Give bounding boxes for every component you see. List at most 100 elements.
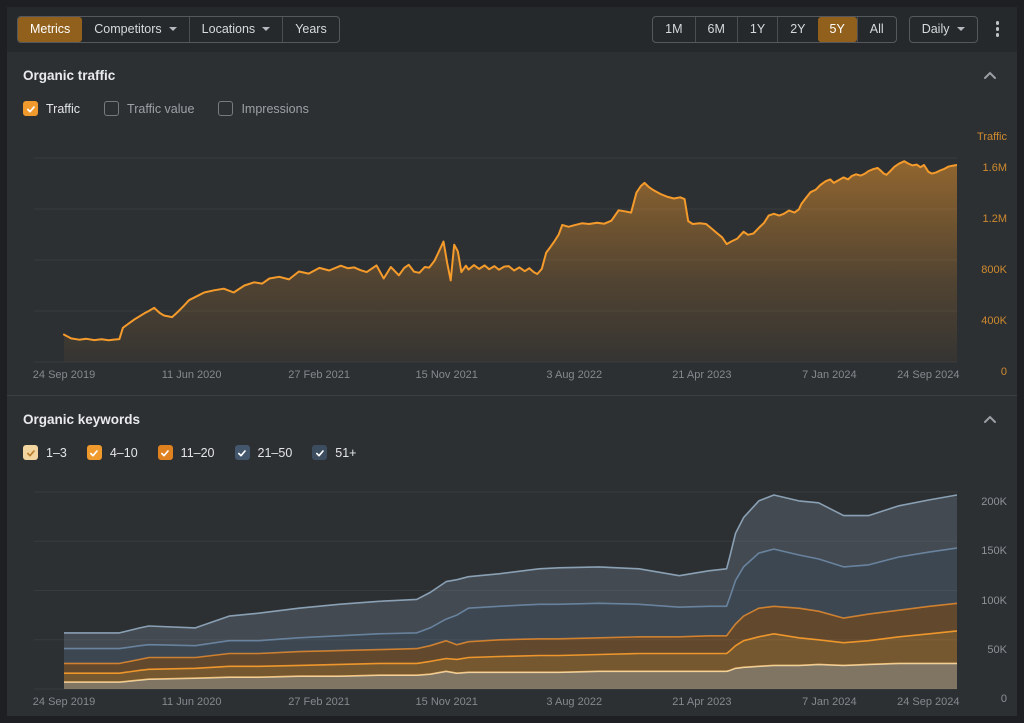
x-axis-tick-label: 24 Sep 2019 [32, 369, 96, 381]
y-axis-tick-label: 100K [981, 594, 1007, 607]
checkbox-checked-icon [23, 445, 38, 460]
x-axis-tick-label: 24 Sep 2019 [32, 696, 96, 708]
y-axis-tick-label: 0 [1000, 366, 1007, 378]
x-axis-tick-label: 11 Jun 2020 [161, 696, 222, 708]
checkbox-label: 11–20 [180, 445, 215, 460]
keywords-y-axis-labels: 200K 150K 100K 50K 0 [957, 478, 1019, 715]
range-button-label: 1Y [749, 22, 766, 36]
checkbox-checked-icon [23, 101, 38, 116]
toolbar-button-label: Years [295, 22, 327, 36]
granularity-button-group: Daily [908, 15, 978, 43]
keywords-checkbox-51+[interactable]: 51+ [312, 445, 357, 460]
toolbar-button-metrics[interactable]: Metrics [18, 16, 83, 42]
x-axis-tick-label: 15 Nov 2021 [415, 696, 478, 708]
chevron-down-icon [262, 27, 271, 31]
toolbar-right: 1M 6M 1Y 2Y 5Y All Daily [652, 15, 1006, 43]
range-button-label: All [869, 22, 884, 36]
keywords-checkbox-11-20[interactable]: 11–20 [157, 445, 215, 460]
traffic-y-axis-labels: Traffic 1.6M 1.2M 800K 400K 0 [957, 131, 1019, 388]
keywords-checkbox-1-3[interactable]: 1–3 [23, 445, 67, 460]
traffic-x-axis-labels: 24 Sep 2019 11 Jun 2020 27 Feb 2021 15 Nov … [32, 369, 960, 384]
more-options-kebab-icon[interactable] [990, 17, 1006, 41]
keyword-position-checkbox-row: 1–3 4–10 11–20 21–50 51+ [23, 445, 1017, 460]
range-button-all[interactable]: All [856, 16, 896, 42]
y-axis-title: Traffic [977, 131, 1007, 143]
toolbar-button-competitors[interactable]: Competitors [82, 17, 188, 42]
toolbar-button-locations[interactable]: Locations [188, 16, 283, 42]
range-button-5y[interactable]: 5Y [817, 16, 857, 42]
keywords-checkbox-4-10[interactable]: 4–10 [86, 445, 138, 460]
keywords-checkbox-21-50[interactable]: 21–50 [234, 445, 293, 460]
metrics-button-group: Metrics Competitors Locations Years [17, 15, 340, 43]
checkbox-checked-icon [234, 445, 250, 460]
toolbar-button-years[interactable]: Years [282, 16, 339, 42]
checkbox-label: 4–10 [109, 445, 138, 460]
x-axis-tick-label: 24 Sep 2024 [897, 369, 960, 381]
x-axis-tick-label: 27 Feb 2021 [288, 696, 351, 708]
x-axis-tick-label: 21 Apr 2023 [672, 696, 732, 708]
range-button-label: 1M [665, 22, 683, 36]
checkbox-checked-icon [312, 445, 328, 460]
y-axis-tick-label: 200K [981, 496, 1007, 508]
keywords-stacked-area-chart [34, 491, 957, 690]
checkbox-checked-icon [86, 445, 102, 460]
collapse-chevron-up-icon[interactable] [979, 69, 1001, 82]
checkbox-label: 51+ [335, 445, 357, 460]
y-axis-tick-label: 1.6M [982, 162, 1007, 174]
x-axis-tick-label: 15 Nov 2021 [415, 369, 478, 381]
y-axis-tick-label: 1.2M [982, 213, 1007, 225]
checkbox-unchecked-icon [104, 101, 120, 116]
range-button-1m[interactable]: 1M [653, 17, 694, 42]
checkbox-unchecked-icon [218, 101, 234, 116]
keywords-section-header: Organic keywords [23, 410, 1001, 428]
traffic-checkbox-impressions[interactable]: Impressions [218, 101, 309, 116]
toolbar-button-label: Metrics [30, 22, 71, 36]
checkbox-checked-icon [157, 445, 173, 460]
range-button-label: 5Y [829, 22, 845, 36]
content: Organic traffic Traffic Traffic value Impr… [7, 52, 1017, 716]
traffic-line-chart [34, 157, 957, 363]
section-divider [7, 395, 1017, 396]
granularity-button[interactable]: Daily [910, 17, 977, 42]
x-axis-tick-label: 7 Jan 2024 [802, 369, 857, 381]
range-button-label: 6M [707, 22, 725, 36]
x-axis-tick-label: 27 Feb 2021 [288, 369, 351, 381]
traffic-section-header: Organic traffic [23, 66, 1001, 84]
checkbox-label: 1–3 [46, 445, 67, 460]
traffic-checkbox-traffic-value[interactable]: Traffic value [104, 101, 194, 116]
x-axis-tick-label: 24 Sep 2024 [897, 696, 960, 708]
checkbox-label: Traffic value [127, 101, 195, 116]
toolbar-button-label: Competitors [94, 22, 162, 36]
keywords-x-axis-labels: 24 Sep 2019 11 Jun 2020 27 Feb 2021 15 Nov … [32, 696, 960, 711]
range-button-6m[interactable]: 6M [694, 16, 737, 42]
range-button-1y[interactable]: 1Y [736, 16, 777, 42]
range-button-label: 2Y [790, 22, 806, 36]
traffic-checkbox-traffic[interactable]: Traffic [23, 101, 80, 116]
keywords-chart-wrap: 200K 150K 100K 50K 0 24 Sep 2019 11 Jun 2020 2… [32, 478, 1024, 711]
checkbox-label: Impressions [241, 101, 309, 116]
panel: Metrics Competitors Locations Years 1M 6M 1Y 2… [7, 7, 1017, 716]
checkbox-label: 21–50 [257, 445, 293, 460]
granularity-label: Daily [921, 22, 950, 36]
y-axis-tick-label: 150K [981, 545, 1007, 558]
x-axis-tick-label: 11 Jun 2020 [161, 369, 222, 381]
checkbox-label: Traffic [46, 101, 81, 116]
date-range-button-group: 1M 6M 1Y 2Y 5Y All [652, 15, 897, 43]
y-axis-tick-label: 50K [987, 643, 1007, 656]
section-title-organic-traffic: Organic traffic [23, 67, 116, 83]
x-axis-tick-label: 3 Aug 2022 [546, 369, 603, 381]
toolbar: Metrics Competitors Locations Years 1M 6M 1Y 2… [7, 7, 1017, 45]
x-axis-tick-label: 3 Aug 2022 [546, 696, 603, 708]
y-axis-tick-label: 400K [981, 315, 1007, 327]
toolbar-button-label: Locations [201, 22, 256, 36]
section-title-organic-keywords: Organic keywords [23, 411, 141, 427]
collapse-chevron-up-icon[interactable] [979, 413, 1001, 426]
chevron-down-icon [956, 27, 965, 31]
range-button-2y[interactable]: 2Y [777, 16, 817, 42]
traffic-chart-wrap: Traffic 1.6M 1.2M 800K 400K 0 24 Sep 2019 11 J… [32, 131, 1024, 384]
x-axis-tick-label: 7 Jan 2024 [802, 696, 857, 708]
chevron-down-icon [168, 27, 177, 31]
traffic-metric-checkbox-row: Traffic Traffic value Impressions [23, 101, 1017, 116]
y-axis-tick-label: 0 [1000, 693, 1007, 705]
